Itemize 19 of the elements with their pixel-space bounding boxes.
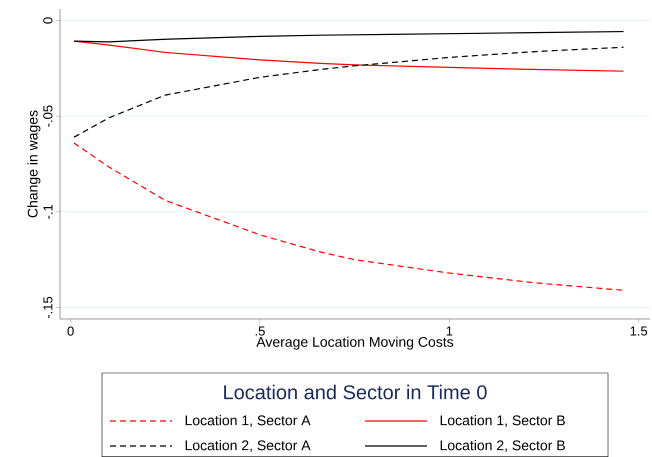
line-series bbox=[73, 40, 624, 72]
line-series bbox=[73, 30, 624, 43]
legend-label: Location 1, Sector B bbox=[440, 415, 565, 427]
legend-label: Location 1, Sector A bbox=[186, 415, 311, 427]
legend-label: Location 2, Sector A bbox=[186, 440, 311, 452]
line-series bbox=[73, 46, 624, 138]
legend-title: Location and Sector in Time 0 bbox=[224, 384, 487, 400]
x-tick-label: 1 bbox=[446, 326, 452, 336]
x-tick-label: 0 bbox=[67, 326, 74, 336]
y-tick-label: 0 bbox=[43, 17, 52, 24]
x-tick-label: 1.5 bbox=[630, 326, 648, 336]
y-tick-label: -.15 bbox=[43, 296, 52, 318]
y-tick-label: -.05 bbox=[43, 106, 52, 127]
x-axis-title: Average Location Moving Costs bbox=[256, 336, 454, 350]
legend-label: Location 2, Sector B bbox=[440, 440, 565, 452]
line-series bbox=[73, 142, 624, 291]
y-axis-title: Change in wages bbox=[27, 110, 40, 218]
x-tick-label: .5 bbox=[256, 326, 265, 336]
y-tick-label: -.1 bbox=[44, 204, 52, 219]
